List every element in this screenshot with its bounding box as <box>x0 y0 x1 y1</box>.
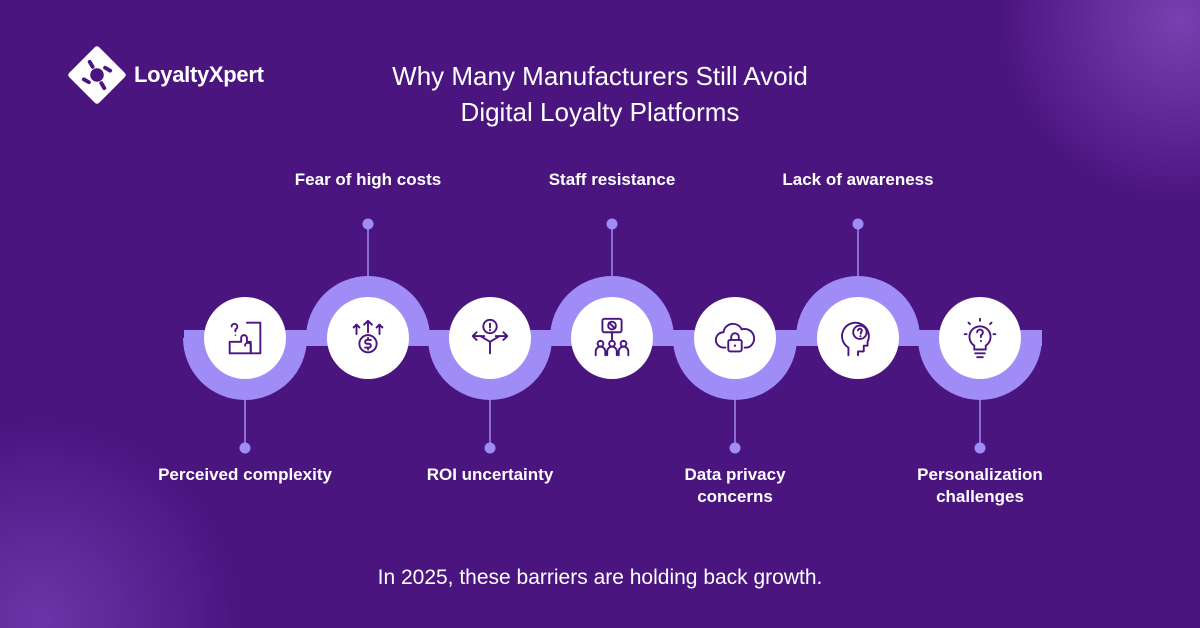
cloud-lock-icon <box>714 322 756 353</box>
connector-dot <box>239 442 251 454</box>
step-icon-circle <box>449 297 531 379</box>
footer-note: In 2025, these barriers are holding back… <box>377 566 823 589</box>
connector-dot <box>484 442 496 454</box>
handshake-logo-icon <box>68 46 126 104</box>
lightbulb-question-icon <box>963 317 997 359</box>
step-label: Lack of awareness <box>782 170 934 189</box>
connector-dot <box>606 218 618 230</box>
puzzle-question-icon <box>228 321 262 355</box>
brand-logo: LoyaltyXpert <box>68 46 264 104</box>
connector-dot <box>852 218 864 230</box>
step-icon-circle <box>327 297 409 379</box>
connector-dot <box>729 442 741 454</box>
diverging-arrows-alert-icon <box>471 318 509 355</box>
step-label: Data privacy concerns <box>684 465 786 506</box>
step-icon-circle <box>571 297 653 379</box>
step-label: Perceived complexity <box>158 465 332 484</box>
dollar-coin-arrows-icon <box>352 319 384 354</box>
step-label: Fear of high costs <box>294 170 442 189</box>
step-label: Staff resistance <box>548 170 676 189</box>
connector-lines <box>239 218 986 454</box>
step-label: ROI uncertainty <box>426 465 554 484</box>
head-question-icon <box>841 321 870 357</box>
title-line-1: Why Many Manufacturers Still Avoid <box>392 61 808 91</box>
step-icon-circle <box>694 297 776 379</box>
step-icon-circle <box>939 297 1021 379</box>
brand-name: LoyaltyXpert <box>134 62 264 87</box>
step-icon-circle <box>204 297 286 379</box>
connector-dot <box>362 218 374 230</box>
step-icon-circle <box>817 297 899 379</box>
title-line-2: Digital Loyalty Platforms <box>460 97 740 127</box>
connector-dot <box>974 442 986 454</box>
protest-sign-people-icon <box>594 317 630 357</box>
page-title: Why Many Manufacturers Still Avoid Digit… <box>300 58 900 130</box>
step-label: Personalization challenges <box>917 465 1043 506</box>
